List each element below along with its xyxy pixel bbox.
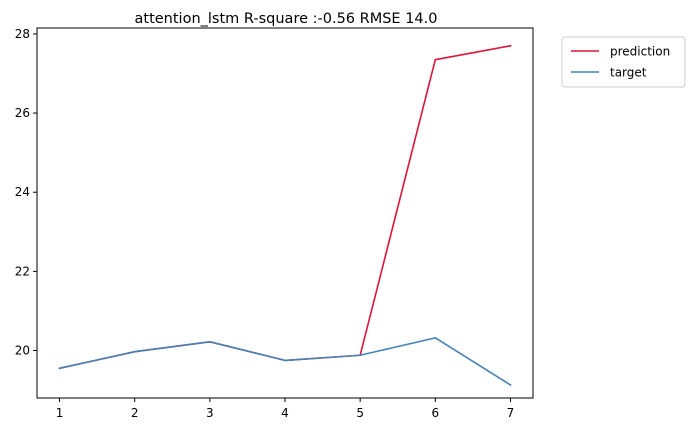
data-point-target-5 [359, 354, 361, 357]
data-point-prediction-7 [509, 45, 512, 47]
y-tick-label: 26 [15, 106, 30, 120]
chart-title: attention_lstm R-square :-0.56 RMSE 14.0 [135, 11, 438, 27]
x-tick-label: 3 [206, 406, 214, 420]
series-layer [58, 44, 512, 387]
legend-label-target: target [610, 66, 647, 80]
data-point-target-7 [509, 384, 512, 386]
y-tick-label: 22 [15, 264, 30, 278]
y-axis: 20 22 24 26 28 [15, 27, 37, 358]
legend-label-prediction: prediction [610, 45, 670, 59]
data-point-target-3 [209, 341, 211, 343]
data-point-target-6 [434, 337, 437, 339]
x-tick-label: 4 [281, 406, 289, 420]
x-tick-label: 1 [56, 406, 64, 420]
data-point-target-4 [284, 359, 286, 362]
y-tick-label: 28 [15, 27, 30, 41]
data-point-prediction-6 [434, 58, 437, 61]
data-point-target-1 [58, 367, 61, 370]
x-tick-label: 7 [507, 406, 515, 420]
y-tick-label: 20 [15, 344, 30, 358]
x-tick-label: 5 [356, 406, 364, 420]
legend: prediction target [561, 36, 686, 88]
data-point-target-2 [133, 350, 136, 353]
legend-box [561, 36, 686, 88]
x-tick-label: 2 [131, 406, 139, 420]
y-tick-label: 24 [15, 185, 30, 199]
x-tick-label: 6 [431, 406, 439, 420]
x-axis: 1 2 3 4 5 6 7 [56, 398, 515, 420]
